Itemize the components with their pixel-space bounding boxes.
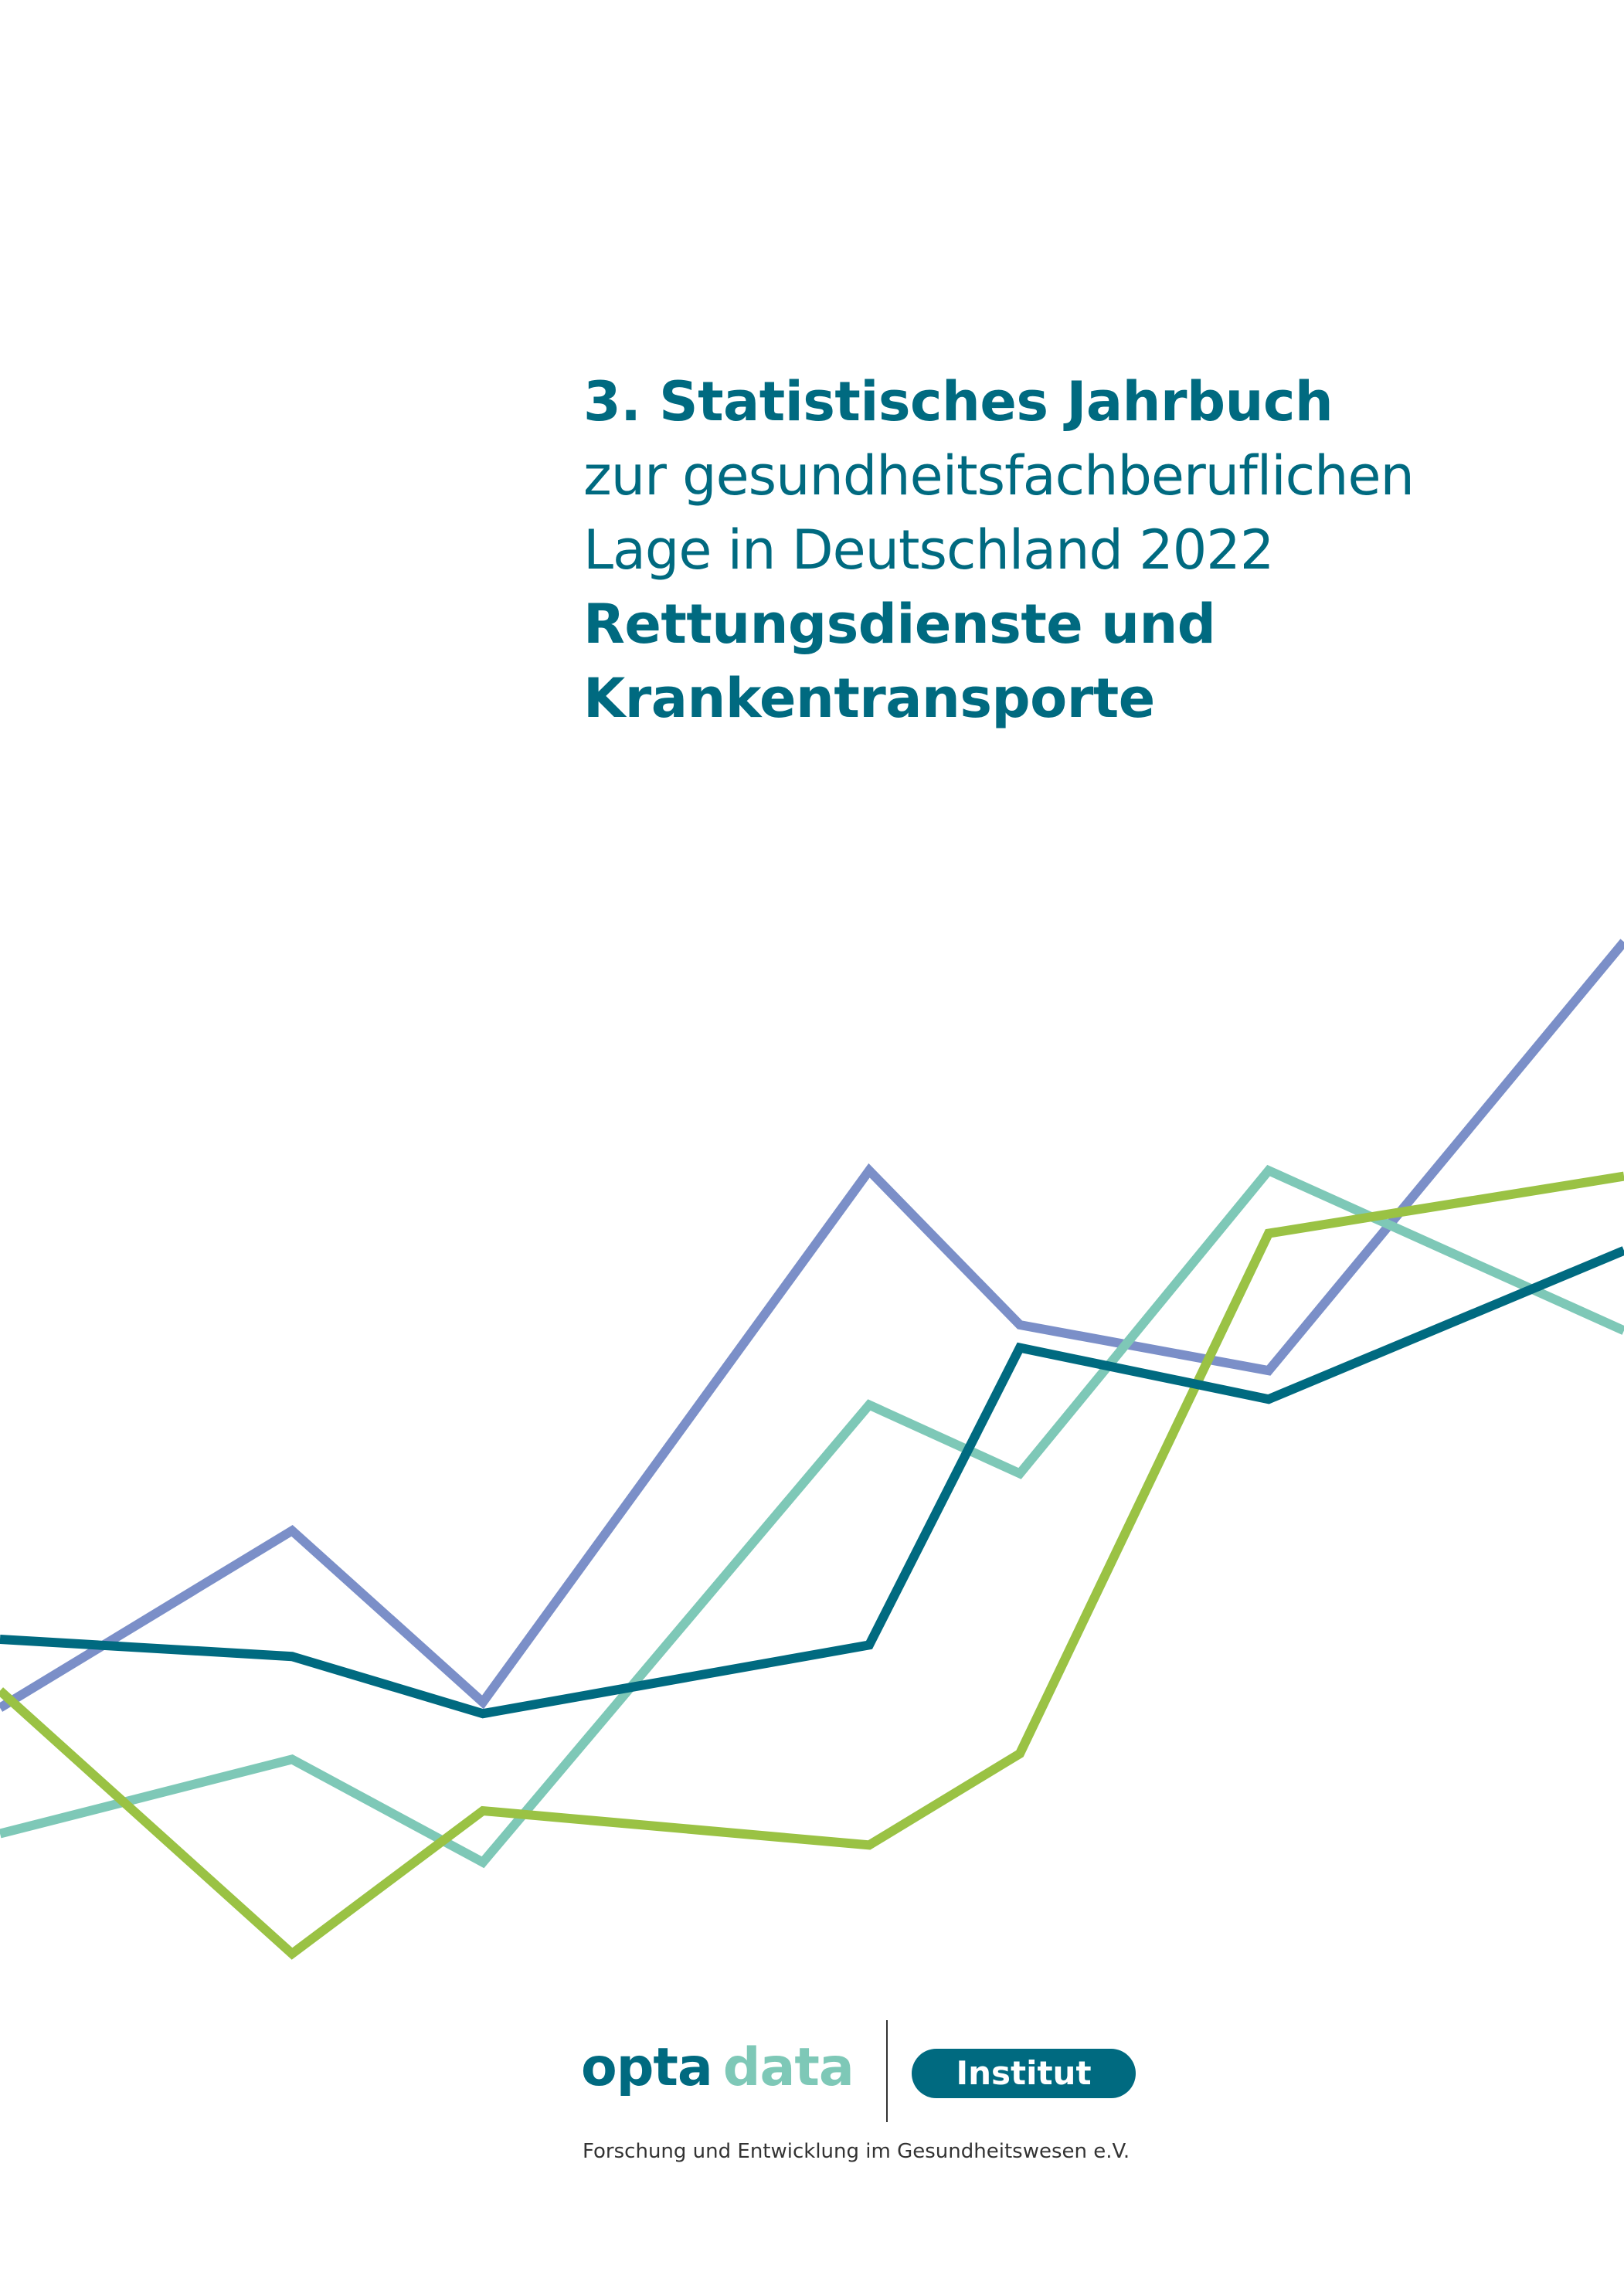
institut-badge: Institut bbox=[912, 2049, 1136, 2098]
title-line-4: Rettungsdienste und bbox=[583, 593, 1216, 656]
logo-divider bbox=[886, 2020, 888, 2122]
chart-series-line-1 bbox=[0, 939, 1624, 1712]
title-line-2: zur gesundheitsfachberuflichen bbox=[583, 444, 1415, 508]
logo-word-data: data bbox=[722, 2037, 854, 2098]
title-block: 3. Statistisches Jahrbuch zur gesundheit… bbox=[583, 365, 1588, 735]
logo-word-opta: opta bbox=[581, 2037, 713, 2098]
tagline: Forschung und Entwicklung im Gesundheits… bbox=[583, 2140, 1130, 2163]
title-line-3: Lage in Deutschland 2022 bbox=[583, 518, 1274, 582]
chart-series-line-2 bbox=[0, 1164, 1624, 1869]
title-line-1: 3. Statistisches Jahrbuch bbox=[583, 370, 1334, 433]
logo-wordmark: opta data bbox=[581, 2037, 854, 2099]
chart-series-line-4 bbox=[0, 1246, 1624, 1719]
title-line-5: Krankentransporte bbox=[583, 667, 1155, 730]
chart-series-line-3 bbox=[0, 1171, 1624, 1960]
opta-data-institut-logo: opta data Institut bbox=[581, 2020, 1199, 2128]
